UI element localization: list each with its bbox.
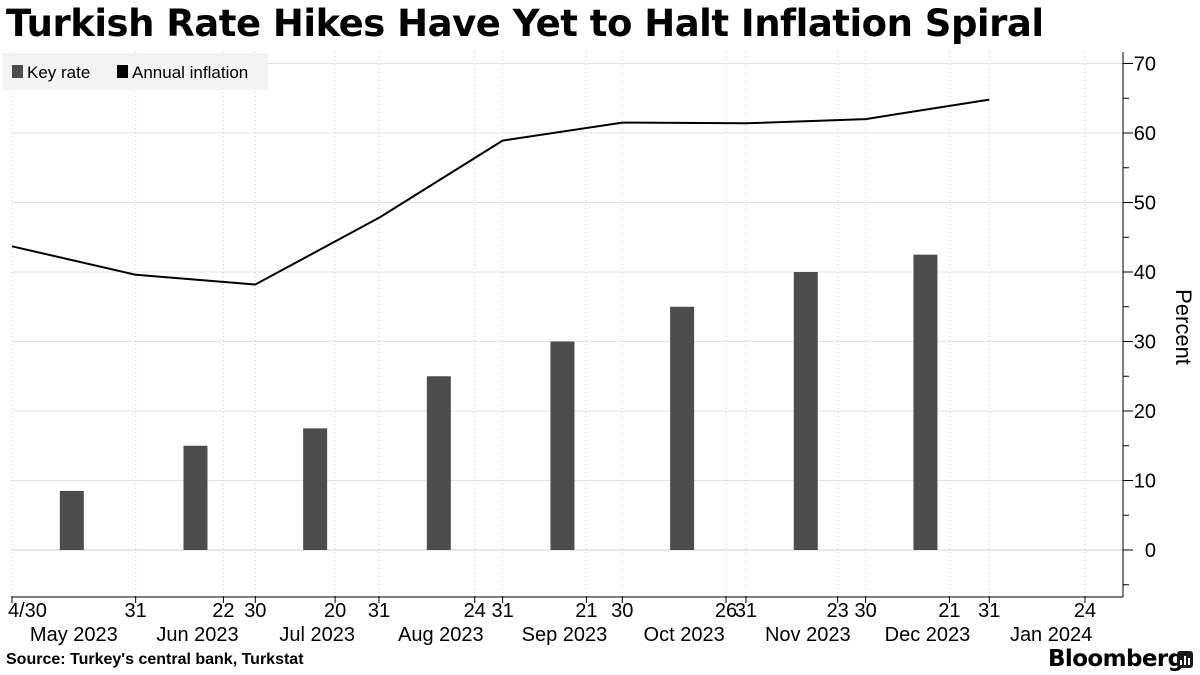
x-tick-label: 24 [1074,600,1096,622]
legend-swatch [117,65,128,78]
y-tick-label: 10 [1134,471,1156,493]
x-month-label: Dec 2023 [885,624,971,646]
x-tick-label: 4/30 [8,600,47,622]
x-month-label: May 2023 [30,624,118,646]
chart-title: Turkish Rate Hikes Have Yet to Halt Infl… [6,2,1044,45]
x-tick-label: 31 [492,600,514,622]
x-tick-label: 30 [854,600,876,622]
x-month-label: Sep 2023 [522,624,608,646]
y-tick-label: 0 [1145,540,1156,562]
y-tick-label: 30 [1134,332,1156,354]
bloomberg-logo: Bloomberg [1048,646,1184,672]
x-tick-label: 26 [715,600,737,622]
y-tick-label: 60 [1134,123,1156,145]
x-tick-label: 23 [827,600,849,622]
key-rate-bar [670,306,695,550]
x-month-label: Jul 2023 [279,624,355,646]
annual-inflation-line [11,98,990,286]
key-rate-bar [793,272,818,550]
legend-box [2,53,268,90]
x-month-label: Aug 2023 [398,624,484,646]
x-tick-label: 21 [575,600,597,622]
x-tick-label: 31 [735,600,757,622]
legend-label: Annual inflation [132,63,248,82]
x-tick-label: 20 [324,600,346,622]
x-tick-label: 31 [978,600,1000,622]
key-rate-bar [303,428,328,550]
key-rate-bar [59,490,84,550]
x-tick-label: 31 [368,600,390,622]
x-month-label: Jun 2023 [156,624,238,646]
y-tick-label: 70 [1134,54,1156,76]
y-tick-label: 40 [1134,262,1156,284]
legend-swatch [12,65,23,78]
key-rate-bar [913,254,938,550]
y-axis-title: Percent [1171,289,1196,365]
bloomberg-logo-icon [1177,651,1193,668]
x-tick-label: 21 [938,600,960,622]
x-tick-label: 31 [125,600,147,622]
x-tick-label: 24 [464,600,486,622]
key-rate-bar [550,341,575,550]
x-tick-label: 30 [611,600,633,622]
x-month-label: Oct 2023 [644,624,725,646]
y-tick-label: 50 [1134,193,1156,215]
x-tick-label: 22 [212,600,234,622]
key-rate-bar [183,445,208,550]
source-note: Source: Turkey's central bank, Turkstat [6,651,304,668]
x-month-label: Nov 2023 [765,624,851,646]
legend-label: Key rate [27,63,90,82]
x-tick-label: 30 [244,600,266,622]
x-month-label: Jan 2024 [1010,624,1092,646]
y-tick-label: 20 [1134,401,1156,423]
key-rate-bar [426,376,451,550]
